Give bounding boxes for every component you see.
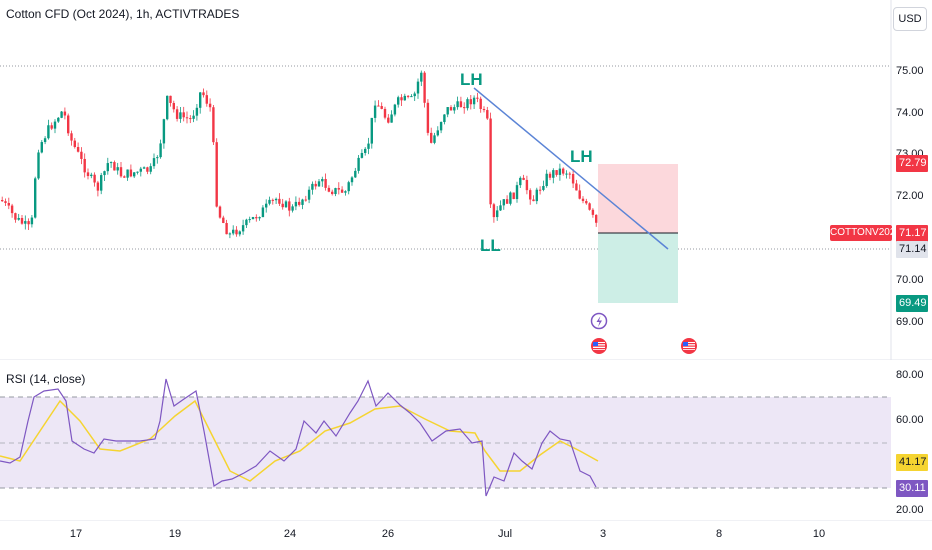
rsi-ma-badge: 41.17 [896,454,928,471]
stop-price-badge: 72.79 [896,155,928,172]
us-flag-event-icon[interactable] [591,338,607,354]
ll-marker: LL [480,236,501,255]
rsi-tick: 80.00 [896,369,924,381]
lightning-event-icon[interactable] [590,312,608,330]
rsi-value-badge: 30.11 [896,480,928,497]
time-label: 10 [812,528,826,540]
last-price-badge: 71.14 [896,241,928,258]
rsi-tick: 20.00 [896,504,924,516]
price-tick: 70.00 [896,274,924,286]
stop-zone[interactable] [598,164,678,233]
rsi-pane[interactable] [0,361,891,521]
current-price-badge: 71.17 [896,225,928,242]
price-tick: 74.00 [896,107,924,119]
price-chart[interactable] [0,0,932,360]
time-label: 24 [283,528,297,540]
price-tick: 72.00 [896,190,924,202]
lh-marker: LH [570,147,593,166]
price-tick: 75.00 [896,65,924,77]
target-price-badge: 69.49 [896,295,928,312]
price-tick: 69.00 [896,316,924,328]
trendline[interactable] [473,87,669,250]
time-label: 19 [168,528,182,540]
time-label: Jul [497,528,513,540]
time-label: 3 [599,528,607,540]
chart-title: Cotton CFD (Oct 2024), 1h, ACTIVTRADES [6,7,240,21]
us-flag-event-icon[interactable] [681,338,697,354]
rsi-title: RSI (14, close) [6,372,86,386]
time-axis[interactable] [0,520,932,550]
time-label: 17 [69,528,83,540]
rsi-tick: 60.00 [896,414,924,426]
time-label: 8 [715,528,723,540]
symbol-badge: COTTONV2024 [830,225,901,241]
time-label: 26 [381,528,395,540]
target-zone[interactable] [598,233,678,303]
rsi-line [0,378,597,497]
currency-button[interactable]: USD [893,7,927,31]
rsi-ma-line [0,399,599,482]
lh-marker: LH [460,70,483,89]
candles-group [1,70,598,239]
